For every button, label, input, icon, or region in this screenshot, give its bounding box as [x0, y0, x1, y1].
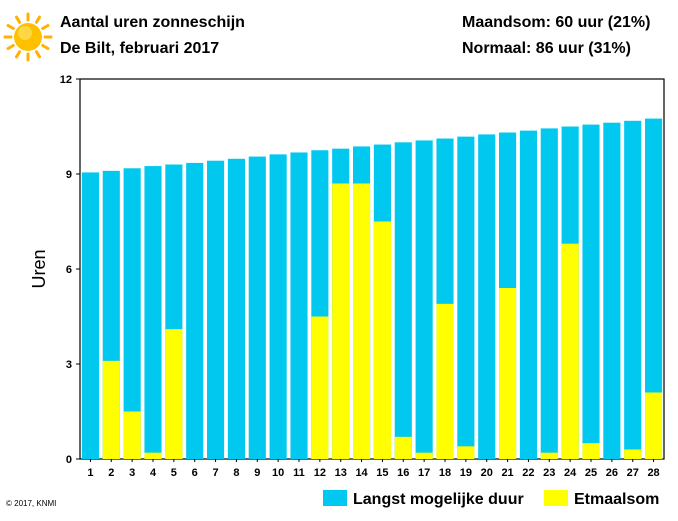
x-tick-label: 9	[254, 467, 260, 479]
bar-daily-sum	[165, 329, 183, 459]
bar-max-duration	[645, 118, 663, 459]
sun-ray	[35, 15, 41, 24]
legend-label-daily-sum: Etmaalsom	[574, 491, 659, 508]
bar-max-duration	[290, 152, 308, 459]
x-tick-label: 10	[272, 467, 284, 479]
normal-stat: Normaal: 86 uur (31%)	[462, 40, 631, 57]
sun-ray	[6, 44, 15, 50]
chart-subtitle: De Bilt, februari 2017	[60, 40, 219, 57]
x-tick-label: 18	[439, 467, 451, 479]
x-tick-label: 26	[606, 467, 618, 479]
bar-max-duration	[519, 130, 537, 459]
bar-max-duration	[603, 122, 621, 459]
x-tick-label: 8	[233, 467, 239, 479]
bar-max-duration	[269, 154, 287, 459]
bar-max-duration	[478, 134, 496, 459]
x-tick-label: 17	[418, 467, 430, 479]
sun-ray	[41, 44, 50, 50]
x-tick-label: 3	[129, 467, 135, 479]
bar-max-duration	[144, 166, 162, 460]
bar-daily-sum	[102, 360, 120, 459]
bar-max-duration	[123, 168, 141, 460]
x-tick-label: 12	[314, 467, 326, 479]
y-tick-label: 6	[66, 264, 72, 276]
bar-max-duration	[624, 120, 642, 460]
bar-daily-sum	[499, 288, 517, 459]
x-tick-label: 21	[501, 467, 513, 479]
bar-daily-sum	[457, 446, 475, 459]
x-tick-label: 13	[335, 467, 347, 479]
sun-ray	[35, 50, 41, 59]
bar-daily-sum	[373, 221, 391, 459]
y-tick-label: 12	[60, 74, 72, 86]
sun-ray	[15, 15, 21, 24]
bar-daily-sum	[311, 316, 329, 459]
copyright-text: © 2017, KNMI	[6, 499, 56, 508]
sun-icon	[3, 12, 53, 62]
y-axis-label: Uren	[29, 249, 49, 288]
legend: Langst mogelijke duur Etmaalsom	[323, 490, 659, 508]
x-tick-label: 1	[87, 467, 93, 479]
x-tick-label: 23	[543, 467, 555, 479]
legend-swatch-daily-sum	[544, 490, 568, 506]
x-tick-label: 2	[108, 467, 114, 479]
x-tick-label: 22	[522, 467, 534, 479]
bar-max-duration	[248, 156, 266, 460]
bar-max-duration	[207, 160, 225, 459]
y-axis: 0 3 6 9 12	[60, 74, 80, 466]
sun-ray	[15, 50, 21, 59]
x-tick-label: 20	[481, 467, 493, 479]
y-tick-label: 3	[66, 359, 72, 371]
x-tick-label: 5	[171, 467, 177, 479]
bar-max-duration	[457, 136, 475, 459]
sun-ray	[41, 24, 50, 30]
bar-daily-sum	[582, 443, 600, 459]
bar-daily-sum	[123, 411, 141, 459]
x-tick-label: 14	[355, 467, 368, 479]
x-tick-label: 19	[460, 467, 472, 479]
bar-max-duration	[394, 142, 412, 460]
bar-daily-sum	[540, 452, 558, 459]
bar-max-duration	[540, 128, 558, 459]
bar-daily-sum	[561, 243, 579, 459]
chart-title: Aantal uren zonneschijn	[60, 14, 245, 31]
bar-daily-sum	[624, 449, 642, 459]
bar-daily-sum	[645, 392, 663, 459]
x-tick-label: 24	[564, 467, 577, 479]
x-tick-label: 28	[647, 467, 659, 479]
x-tick-label: 4	[150, 467, 157, 479]
x-tick-label: 15	[376, 467, 388, 479]
bar-daily-sum	[394, 436, 412, 459]
bar-max-duration	[186, 162, 204, 459]
legend-label-max-duration: Langst mogelijke duur	[353, 491, 524, 508]
sun-ray	[6, 24, 15, 30]
month-sum-stat: Maandsom: 60 uur (21%)	[462, 14, 650, 31]
bar-max-duration	[227, 158, 245, 460]
bar-daily-sum	[415, 452, 433, 459]
bar-daily-sum	[353, 183, 371, 459]
bar-max-duration	[415, 140, 433, 459]
x-tick-label: 25	[585, 467, 597, 479]
y-tick-label: 0	[66, 454, 72, 466]
bar-max-duration	[582, 124, 600, 459]
y-tick-label: 9	[66, 169, 72, 181]
bar-daily-sum	[436, 303, 454, 459]
bar-max-duration	[81, 172, 99, 459]
bars-group	[81, 118, 663, 460]
bar-daily-sum	[332, 183, 350, 459]
x-tick-label: 7	[213, 467, 219, 479]
legend-swatch-max-duration	[323, 490, 347, 506]
x-axis: 1 2 3 4 5 6 7 8 9 10 11 12 13 14 15 16 17 18 19 20 21 22 23 24 2…	[87, 459, 660, 479]
x-tick-label: 6	[192, 467, 198, 479]
x-tick-label: 11	[293, 467, 305, 479]
x-tick-label: 27	[627, 467, 639, 479]
bar-daily-sum	[144, 452, 162, 459]
x-tick-label: 16	[397, 467, 409, 479]
